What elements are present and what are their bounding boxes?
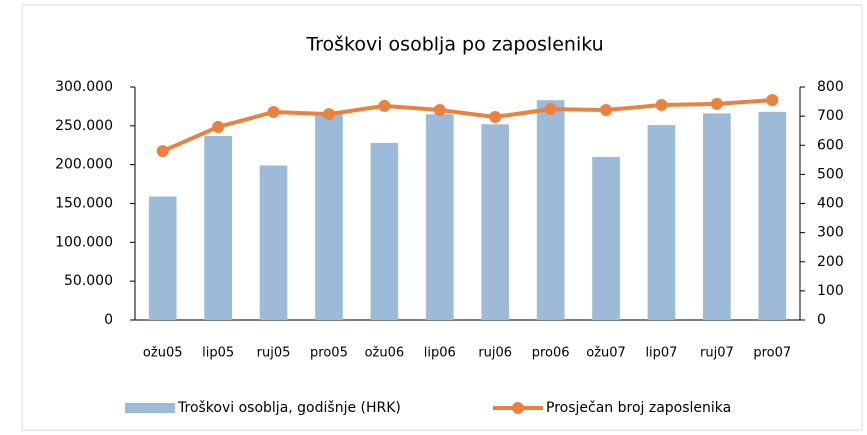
x-tick-label: ruj06 — [478, 346, 512, 361]
line-marker — [544, 103, 557, 116]
line-marker — [322, 108, 335, 121]
y2-tick-label: 0 — [817, 312, 826, 328]
y-tick-label: 0 — [104, 312, 113, 328]
y-tick-label: 150.000 — [55, 196, 113, 212]
bar — [592, 156, 620, 320]
x-tick-label: pro06 — [532, 346, 570, 361]
y2-tick-label: 300 — [817, 225, 844, 241]
x-tick-label: pro07 — [753, 346, 791, 361]
x-tick-label: lip06 — [424, 346, 456, 361]
legend-label: Prosječan broj zaposlenika — [546, 400, 731, 416]
x-tick-label: lip05 — [202, 346, 234, 361]
line-marker — [489, 110, 502, 123]
legend-marker — [512, 402, 524, 414]
line-marker — [267, 106, 280, 119]
x-tick-label: lip07 — [645, 346, 677, 361]
line-marker — [710, 97, 723, 110]
y2-tick-label: 200 — [817, 254, 844, 270]
bar — [536, 100, 565, 320]
line-marker — [655, 99, 668, 112]
y-tick-label: 300.000 — [55, 79, 113, 95]
bar — [370, 142, 399, 320]
x-tick-label: ruj05 — [257, 346, 291, 361]
line-marker — [433, 104, 446, 117]
x-tick-label: ožu05 — [143, 346, 183, 361]
y2-tick-label: 800 — [817, 79, 844, 95]
bar — [425, 114, 454, 320]
line-marker — [212, 120, 225, 133]
y2-tick-label: 600 — [817, 137, 844, 153]
y-tick-label: 50.000 — [64, 273, 113, 289]
y-tick-label: 200.000 — [55, 157, 113, 173]
x-tick-label: ruj07 — [700, 346, 734, 361]
line-marker — [766, 94, 779, 107]
line-marker — [156, 145, 169, 158]
line — [161, 98, 773, 153]
y2-tick-label: 700 — [817, 108, 844, 124]
bar — [259, 165, 288, 320]
x-tick-label: pro05 — [310, 346, 348, 361]
bar — [204, 135, 232, 320]
y-tick-label: 250.000 — [55, 118, 113, 134]
y-tick-label: 100.000 — [55, 234, 113, 250]
bar — [148, 196, 177, 320]
y2-tick-label: 100 — [817, 283, 844, 299]
legend-label: Troškovi osoblja, godišnje (HRK) — [177, 400, 401, 416]
x-tick-label: ožu06 — [365, 346, 405, 361]
bar — [481, 124, 510, 320]
bar — [758, 111, 787, 320]
y2-tick-label: 400 — [817, 196, 844, 212]
line-marker — [600, 104, 613, 117]
bar — [315, 113, 343, 320]
y2-tick-label: 500 — [817, 166, 844, 182]
x-tick-label: ožu07 — [586, 346, 626, 361]
legend-swatch — [125, 403, 175, 413]
chart-title: Troškovi osoblja po zaposleniku — [305, 34, 603, 56]
line-marker — [378, 99, 391, 112]
bar — [647, 125, 676, 320]
bar — [703, 113, 731, 320]
